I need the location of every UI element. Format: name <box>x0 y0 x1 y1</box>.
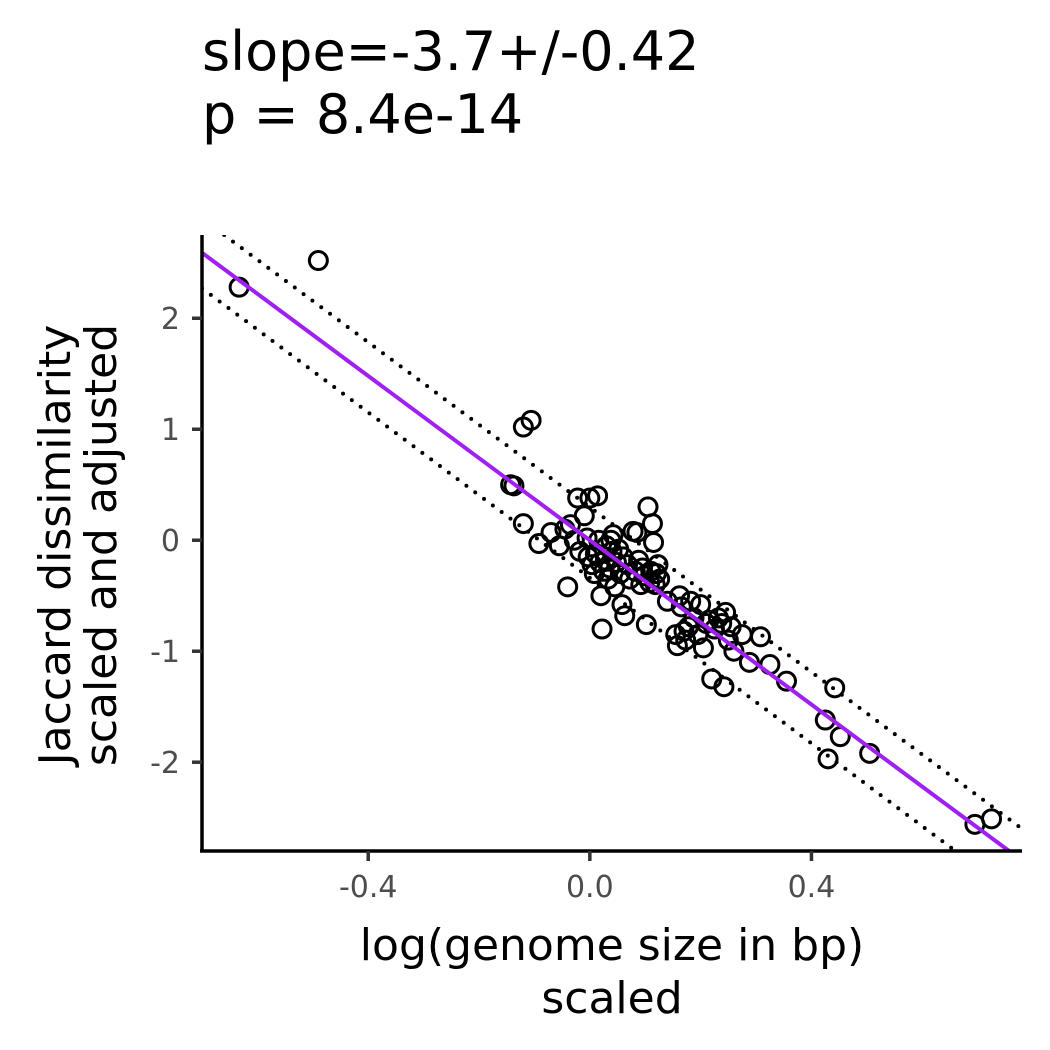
data-point <box>611 594 633 616</box>
data-point <box>749 626 771 648</box>
data-point <box>591 618 613 640</box>
x-axis-title-line-2: scaled <box>541 973 682 1024</box>
data-point <box>563 529 585 551</box>
data-point <box>512 513 534 535</box>
y-tick-label: -2 <box>150 746 180 781</box>
data-point <box>573 505 595 527</box>
data-point <box>690 594 712 616</box>
data-point <box>635 614 657 636</box>
data-point <box>626 521 648 543</box>
y-axis-title: Jaccard dissimilarity scaled and adjuste… <box>30 324 127 768</box>
y-tick-label: 1 <box>161 413 180 448</box>
y-tick-label: -1 <box>150 635 180 670</box>
data-point <box>605 551 627 573</box>
data-point <box>981 808 1003 830</box>
x-tick-label: -0.4 <box>339 870 398 905</box>
fit-line-group <box>202 251 1013 851</box>
chart-title-line-1: slope=-3.7+/-0.42 <box>202 20 699 83</box>
data-point <box>649 568 671 590</box>
data-point <box>692 637 714 659</box>
x-axis-ticks: -0.4 0.0 0.4 <box>339 851 835 905</box>
confidence-band-upper <box>222 235 1022 831</box>
data-point <box>520 409 542 431</box>
data-point <box>503 475 525 497</box>
data-point <box>673 620 695 642</box>
confidence-band <box>202 235 1022 851</box>
y-tick-label: 2 <box>161 302 180 337</box>
data-point <box>644 574 666 596</box>
data-points <box>228 250 1003 835</box>
data-point <box>307 250 329 272</box>
x-tick-label: 0.4 <box>788 870 836 905</box>
data-point <box>675 629 697 651</box>
data-point <box>817 748 839 770</box>
data-point <box>614 605 636 627</box>
chart-title-line-2: p = 8.4e-14 <box>202 83 523 146</box>
data-point <box>713 676 735 698</box>
y-axis-title-line-1: Jaccard dissimilarity <box>30 325 81 769</box>
data-point <box>641 513 663 535</box>
data-point <box>656 590 678 612</box>
data-point <box>824 677 846 699</box>
y-axis-title-line-2: scaled and adjusted <box>76 324 127 766</box>
x-axis-title-line-1: log(genome size in bp) <box>360 920 864 971</box>
data-point <box>637 496 659 518</box>
data-point <box>738 651 760 673</box>
data-point <box>643 531 665 553</box>
x-tick-label: 0.0 <box>566 870 614 905</box>
fit-line <box>202 251 1013 851</box>
chart-title: slope=-3.7+/-0.42 p = 8.4e-14 <box>202 20 699 146</box>
data-point <box>557 576 579 598</box>
y-tick-label: 0 <box>161 524 180 559</box>
data-point <box>717 629 739 651</box>
confidence-band-lower <box>202 286 958 851</box>
y-axis-ticks: 2 1 0 -1 -2 <box>150 302 202 781</box>
data-point <box>587 485 609 507</box>
data-point <box>528 533 550 555</box>
data-point <box>567 487 589 509</box>
data-point <box>647 554 669 576</box>
x-axis-title: log(genome size in bp) scaled <box>360 920 864 1024</box>
